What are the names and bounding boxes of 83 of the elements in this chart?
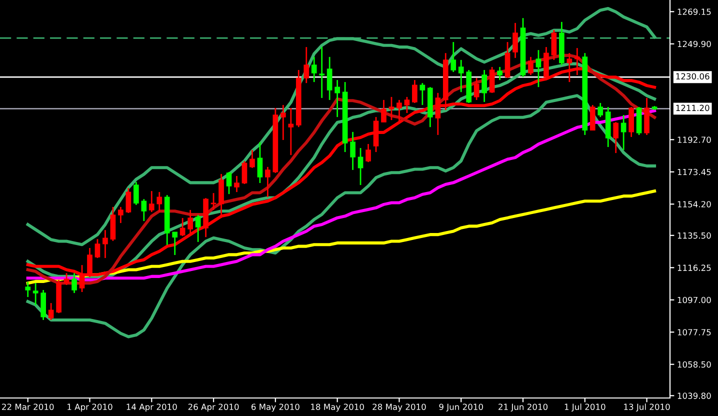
- candlestick: [489, 66, 495, 94]
- x-tick-label: 28 May 2010: [372, 404, 426, 412]
- x-tick-label: 9 Jun 2010: [439, 404, 483, 412]
- y-tick-label: 1058.50: [678, 361, 711, 368]
- candlestick: [288, 107, 294, 156]
- y-tick-label: 1077.75: [678, 329, 711, 336]
- candlestick: [404, 96, 410, 114]
- candlestick: [242, 160, 248, 185]
- candlestick: [620, 114, 626, 151]
- y-tick-label: 1154.20: [678, 201, 711, 208]
- candlestick: [388, 96, 394, 121]
- candlestick: [590, 104, 596, 131]
- x-tick-label: 1 Jul 2010: [564, 404, 606, 412]
- y-tick-label: 1097.00: [678, 296, 711, 304]
- candlestick: [218, 173, 224, 219]
- y-tick-label: 1249.90: [678, 40, 711, 48]
- candlestick: [482, 69, 487, 103]
- candlestick: [40, 289, 46, 321]
- x-tick-label: 26 Apr 2010: [188, 404, 239, 412]
- candlestick: [366, 143, 371, 163]
- candlestick: [536, 49, 542, 88]
- candlestick: [613, 121, 619, 154]
- candlestick: [528, 56, 534, 76]
- candlestick: [118, 206, 124, 224]
- x-tick-label: 13 Jul 2010: [624, 404, 670, 412]
- candlestick: [319, 46, 325, 99]
- candlestick: [450, 41, 456, 73]
- y-tick-label: 1173.45: [678, 168, 711, 176]
- candlestick: [358, 147, 364, 186]
- y-tick-label: 1192.70: [678, 136, 711, 143]
- candlestick: [551, 29, 557, 61]
- candlestick: [234, 175, 240, 193]
- candlestick: [628, 106, 634, 138]
- candlestick: [458, 59, 464, 93]
- x-tick-label: 1 Apr 2010: [68, 404, 112, 412]
- x-tick-label: 22 Mar 2010: [2, 404, 54, 410]
- candlestick: [326, 56, 332, 101]
- candlestick: [156, 191, 162, 213]
- candlestick: [195, 214, 201, 243]
- candlestick: [141, 198, 147, 222]
- candlestick: [497, 66, 502, 81]
- y-tick-label: 1116.25: [678, 264, 711, 271]
- y-tick-label: 1039.80: [678, 392, 711, 399]
- candlestick: [504, 41, 510, 79]
- y-tick-label: 1135.50: [678, 232, 711, 239]
- candlestick: [250, 149, 255, 169]
- candlestick: [304, 46, 310, 84]
- candlestick: [435, 92, 441, 136]
- candlestick: [280, 104, 286, 141]
- candlestick: [334, 79, 340, 118]
- x-tick-label: 21 Jun 2010: [498, 404, 548, 412]
- x-tick-label: 14 Apr 2010: [126, 404, 177, 412]
- candlestick: [512, 22, 518, 59]
- candlestick: [265, 166, 270, 198]
- x-tick-label: 18 May 2010: [311, 404, 364, 412]
- candlestick: [148, 190, 154, 213]
- candlestick: [381, 99, 386, 123]
- candlestick: [350, 131, 356, 171]
- ref-line-label: 1211.20: [676, 104, 710, 112]
- y-tick-label: 1269.15: [678, 8, 711, 15]
- candlestick: [396, 99, 402, 124]
- candlestick: [72, 272, 77, 294]
- ref-line-label: 1230.06: [676, 73, 710, 80]
- x-tick-label: 6 May 2010: [251, 404, 300, 412]
- candlestick: [94, 238, 100, 259]
- candlestick: [412, 79, 418, 104]
- candlestick: [172, 231, 178, 256]
- candlestick: [474, 77, 480, 101]
- candlestick: [311, 56, 317, 83]
- line-series: [26, 94, 656, 338]
- candlestick: [257, 141, 263, 184]
- candlestick: [102, 229, 108, 259]
- candlestick: [32, 282, 38, 306]
- candlestick: [25, 281, 31, 298]
- candlestick: [48, 302, 54, 321]
- candlestick: [420, 82, 426, 106]
- candlestick: [226, 171, 232, 195]
- candlestick: [210, 192, 216, 211]
- candlestick: [126, 187, 132, 214]
- candlestick: [133, 181, 139, 206]
- candlestick: [188, 209, 193, 234]
- candlestick: [598, 102, 604, 118]
- candlestick: [180, 217, 186, 237]
